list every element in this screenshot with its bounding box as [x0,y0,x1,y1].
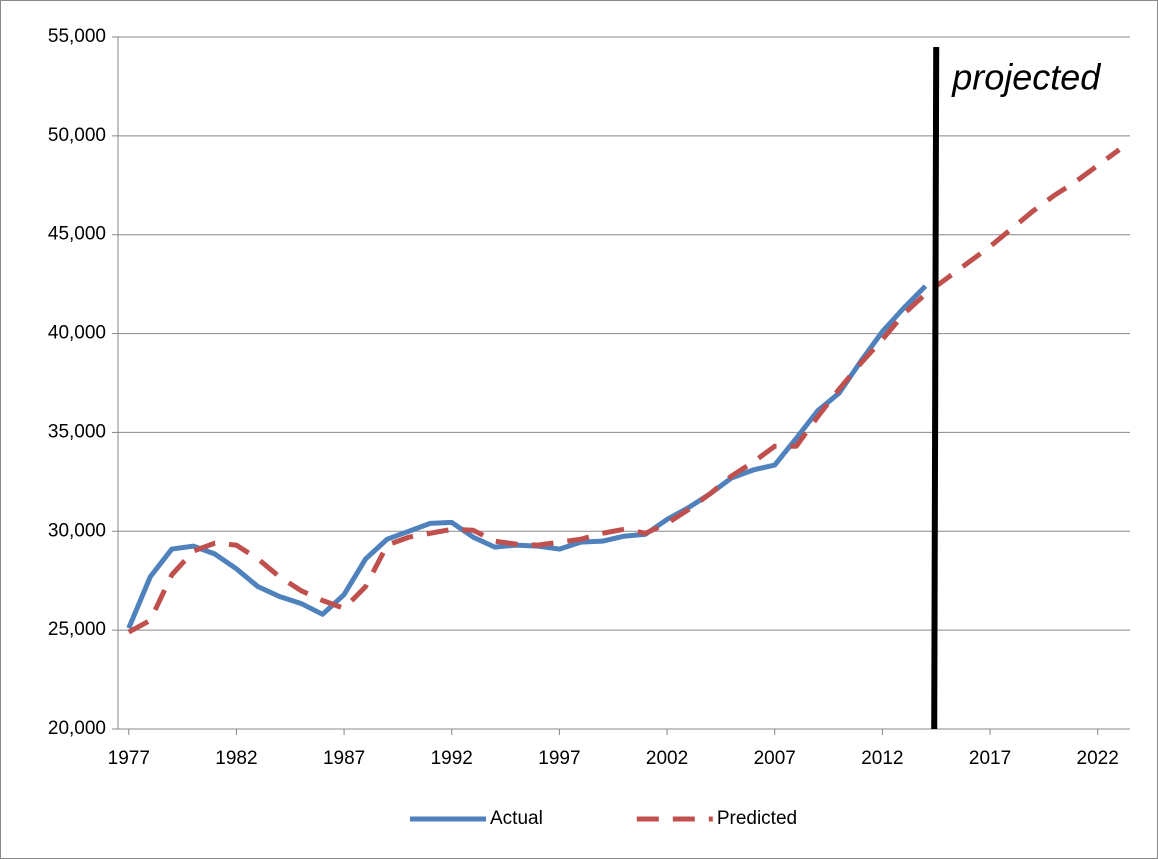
y-tick-label: 25,000 [48,619,106,640]
y-tick-label: 35,000 [48,421,106,442]
y-tick-label: 20,000 [48,718,106,739]
x-tick-label: 1992 [431,748,473,769]
y-tick-label: 55,000 [48,26,106,47]
legend-label: Actual [490,808,543,829]
y-tick-label: 45,000 [48,224,106,245]
annotation: projected [951,57,1101,98]
x-tick-label: 2007 [754,748,796,769]
x-tick-label: 2002 [646,748,688,769]
projection-line [931,46,940,730]
x-tick-label: 2017 [969,748,1011,769]
y-tick-label: 40,000 [48,323,106,344]
x-tick-label: 1987 [323,748,365,769]
legend-label: Predicted [717,808,797,829]
series-line [126,284,928,630]
x-tick-label: 1977 [108,748,150,769]
y-tick-label: 50,000 [48,125,106,146]
y-tick-label: 30,000 [48,520,106,541]
x-tick-label: 1997 [538,748,580,769]
x-tick-label: 2012 [861,748,903,769]
series-line [127,147,1121,635]
x-tick-label: 2022 [1077,748,1119,769]
x-tick-label: 1982 [215,748,257,769]
